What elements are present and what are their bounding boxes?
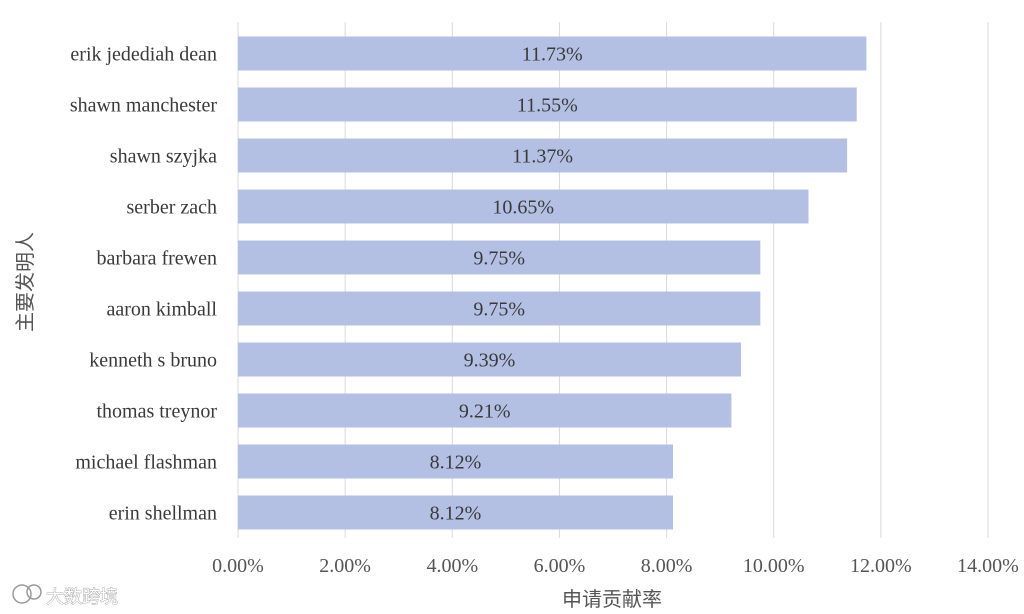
data-label-9: 8.12%	[430, 503, 482, 525]
x-tick-label-4: 8.00%	[641, 555, 693, 577]
category-label-7: thomas treynor	[96, 401, 217, 423]
x-tick-label-2: 4.00%	[426, 555, 478, 577]
data-label-0: 11.73%	[522, 44, 583, 66]
bars: 11.73% 11.55% 11.37% 10.65% 9.75% 9.75% 9.39% 9…	[238, 36, 867, 530]
category-label-2: shawn szyjka	[110, 146, 217, 168]
data-label-2: 11.37%	[512, 146, 573, 168]
category-label-9: erin shellman	[109, 503, 217, 525]
bar-0	[238, 36, 867, 71]
bar-8	[238, 444, 673, 479]
category-label-3: serber zach	[127, 197, 218, 219]
category-label-1: shawn manchester	[70, 95, 218, 117]
x-axis-title: 申请贡献率	[562, 587, 662, 611]
bar-6	[238, 342, 742, 377]
bar-7	[238, 393, 732, 428]
category-label-5: aaron kimball	[106, 299, 217, 321]
x-tick-labels: 0.00% 2.00% 4.00% 6.00% 8.00% 10.00% 12.00% 14.…	[212, 555, 1019, 577]
watermark-logo-icon	[12, 584, 42, 604]
x-tick-label-1: 2.00%	[319, 555, 371, 577]
bar-1	[238, 87, 857, 122]
data-label-4: 9.75%	[473, 248, 525, 270]
data-label-6: 9.39%	[464, 350, 516, 372]
bar-5	[238, 291, 761, 326]
data-label-1: 11.55%	[517, 95, 578, 117]
x-tick-label-0: 0.00%	[212, 555, 264, 577]
data-label-5: 9.75%	[473, 299, 525, 321]
data-label-3: 10.65%	[492, 197, 554, 219]
data-label-7: 9.21%	[459, 401, 511, 423]
bar-4	[238, 240, 761, 275]
category-label-6: kenneth s bruno	[89, 350, 217, 372]
watermark-text: 大数跨境	[46, 587, 118, 608]
watermark: 大数跨境	[12, 584, 118, 608]
x-tick-label-7: 14.00%	[957, 555, 1019, 577]
x-tick-label-3: 6.00%	[534, 555, 586, 577]
x-tick-label-6: 12.00%	[850, 555, 912, 577]
category-label-4: barbara frewen	[97, 248, 217, 270]
bar-3	[238, 189, 809, 224]
category-label-8: michael flashman	[75, 452, 217, 474]
y-axis-title: 主要发明人	[13, 232, 37, 332]
data-label-8: 8.12%	[430, 452, 482, 474]
category-label-0: erik jedediah dean	[70, 44, 217, 66]
category-labels: erik jedediah dean shawn manchester shawn …	[70, 44, 218, 525]
bar-2	[238, 138, 848, 173]
bar-9	[238, 495, 673, 530]
x-tick-label-5: 10.00%	[743, 555, 805, 577]
